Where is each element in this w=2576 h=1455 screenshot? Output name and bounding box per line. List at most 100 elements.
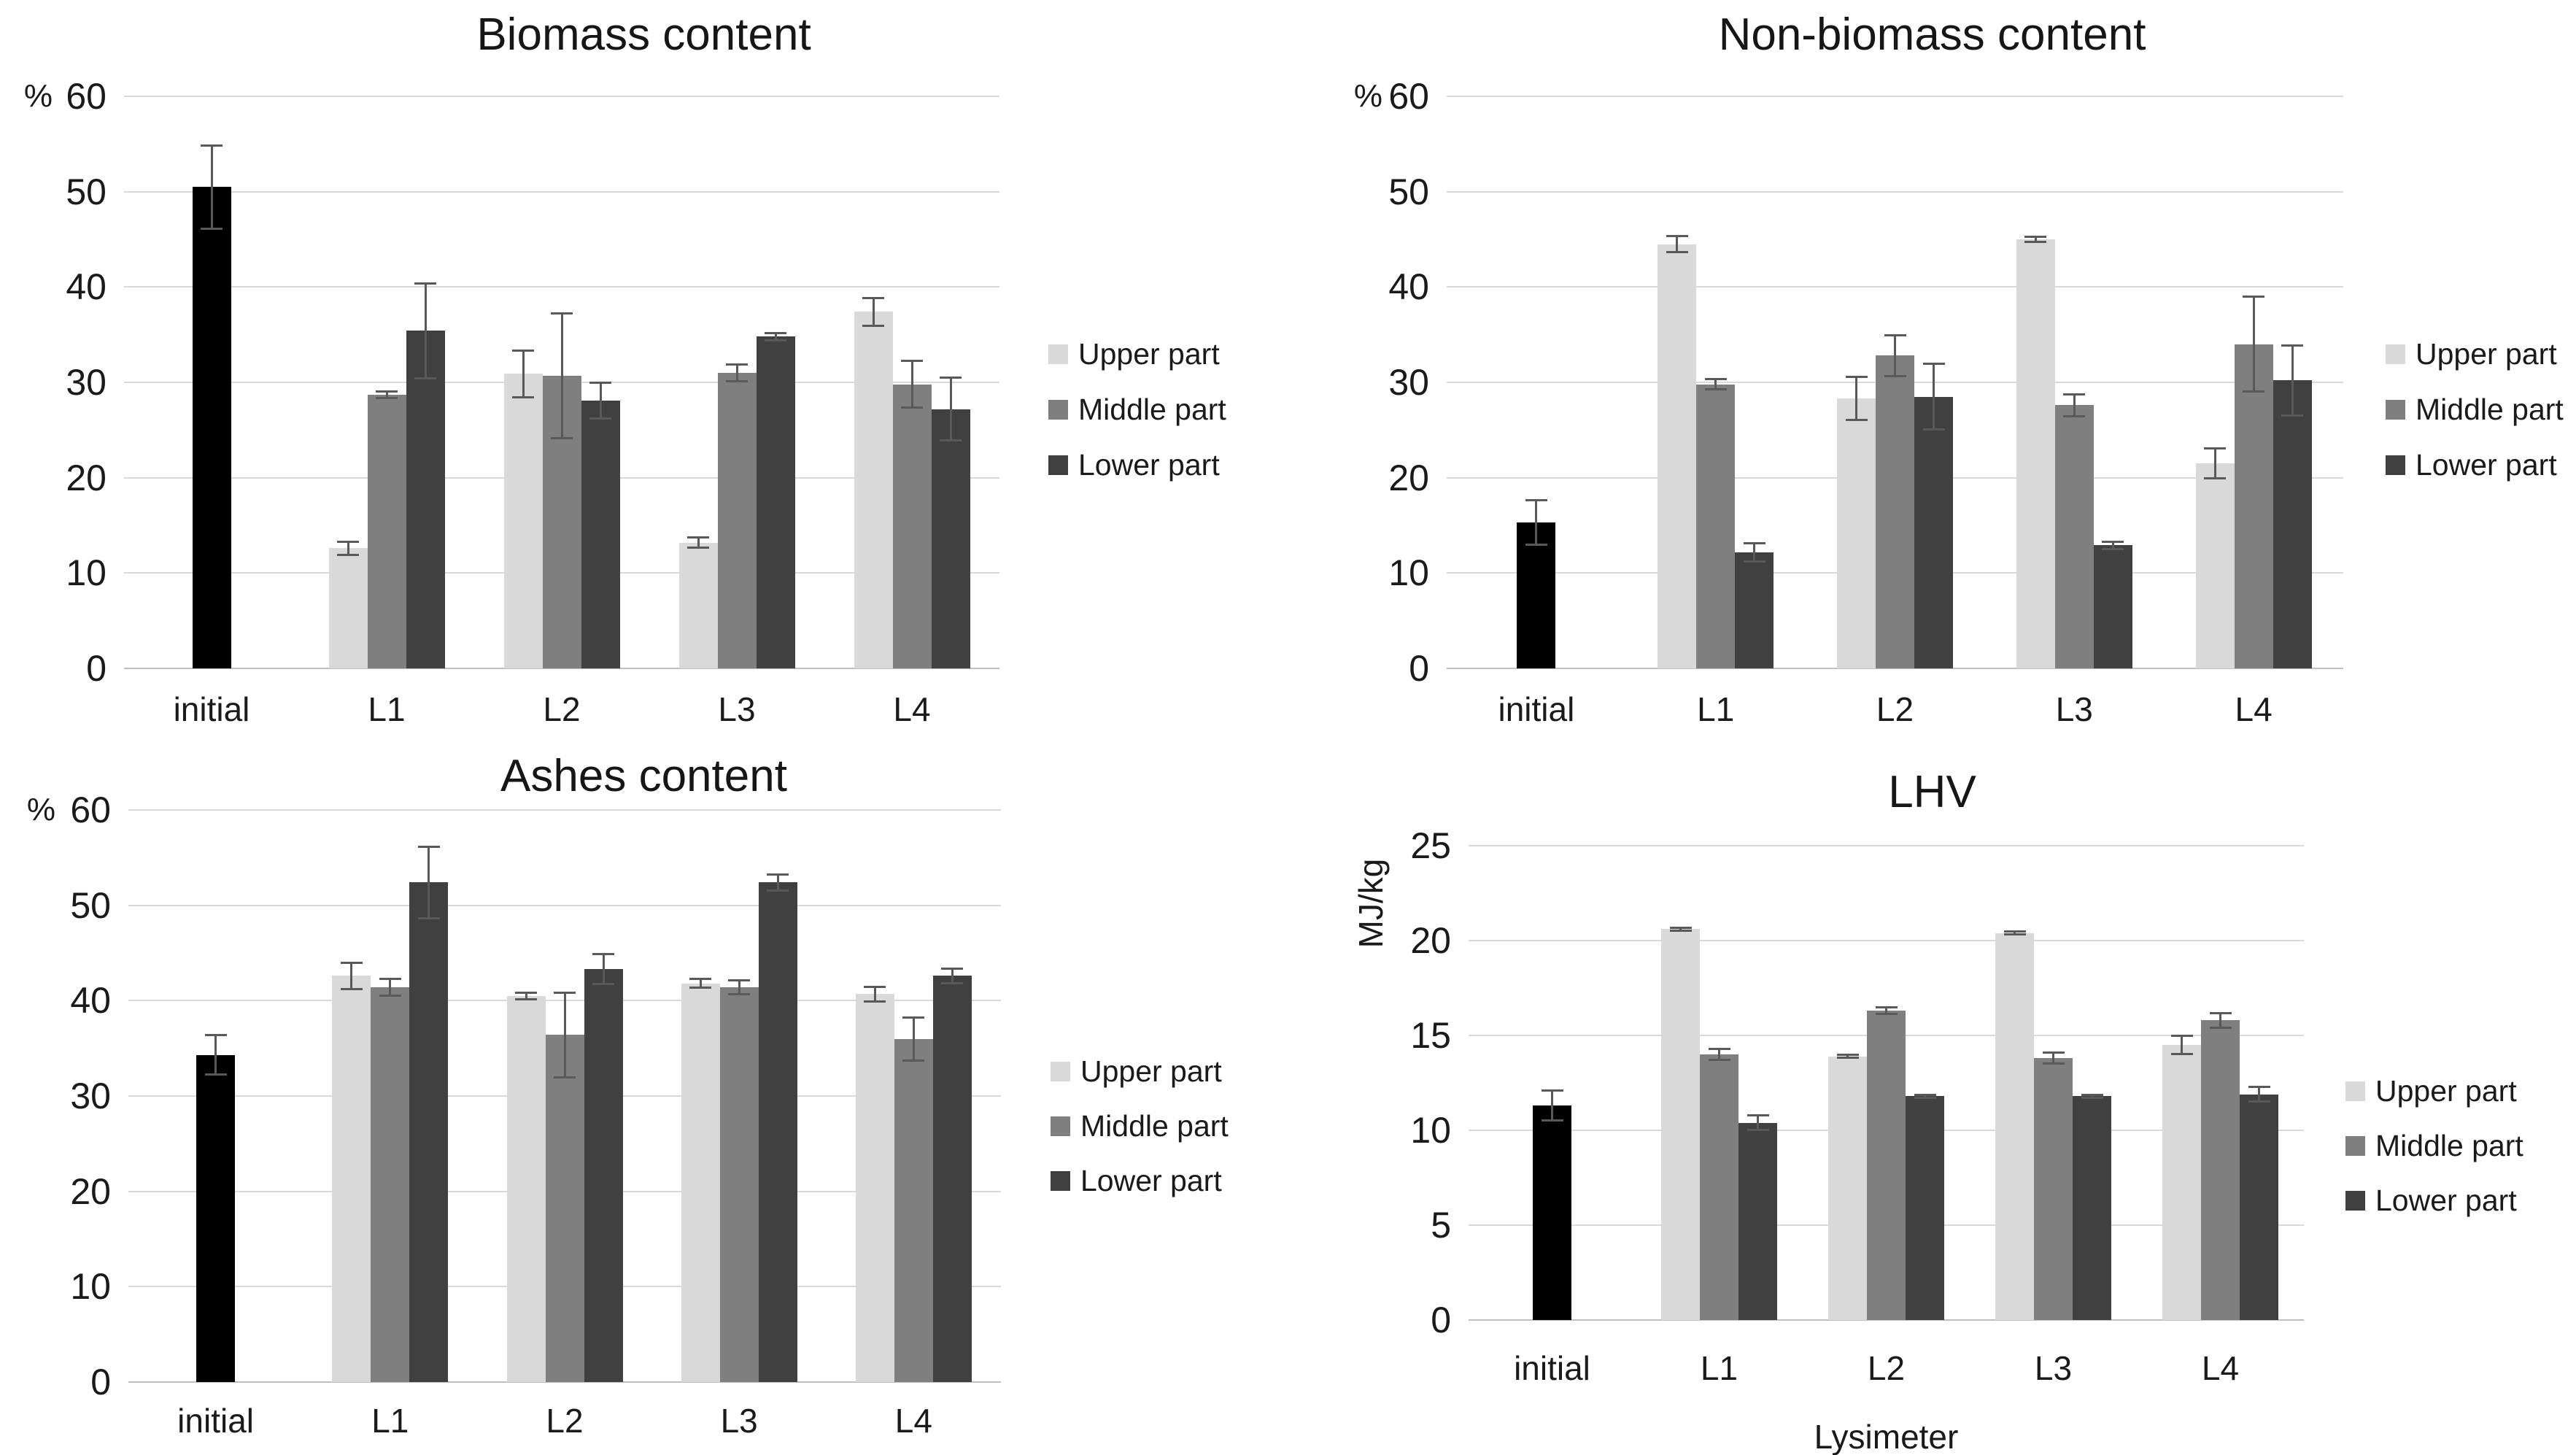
error-bar-cap-bottom: [726, 379, 748, 382]
bar-ashes-content-L3-upper-part: [681, 983, 720, 1382]
error-bar-line: [1855, 377, 1857, 421]
error-bar-cap-bottom: [1743, 560, 1765, 563]
legend-swatch-middle-part: [2386, 400, 2405, 420]
bar-ashes-content-L2-middle-part: [545, 1035, 584, 1382]
error-bar-cap-top: [417, 845, 440, 848]
error-bar-cap-bottom: [1525, 544, 1547, 547]
bar-biomass-content-L3-lower-part: [756, 336, 795, 668]
error-bar-cap-top: [2170, 1035, 2193, 1037]
error-bar-cap-bottom: [862, 324, 884, 327]
y-axis-unit-biomass: %: [23, 78, 53, 114]
error-bar-cap-top: [2204, 447, 2227, 450]
x-category-label: L1: [1697, 690, 1735, 728]
error-bar-cap-top: [1836, 1054, 1859, 1056]
gridline: [124, 96, 999, 97]
bar-biomass-content-L1-upper-part: [328, 548, 368, 668]
error-bar-cap-bottom: [1708, 1058, 1730, 1061]
error-bar-cap-bottom: [940, 439, 962, 441]
error-bar-line: [1757, 1115, 1759, 1130]
error-bar-line: [560, 312, 563, 439]
error-bar-cap-top: [864, 985, 886, 988]
error-bar-cap-bottom: [2102, 547, 2124, 550]
error-bar-line: [2014, 931, 2016, 935]
error-bar-line: [912, 1016, 915, 1061]
error-bar-cap-bottom: [864, 1000, 886, 1003]
error-bar-cap-bottom: [1541, 1119, 1563, 1122]
error-bar-cap-bottom: [512, 395, 534, 398]
error-bar-cap-top: [2281, 344, 2304, 347]
error-bar-line: [697, 536, 700, 549]
legend-label-upper-part: Upper part: [1080, 1054, 1222, 1088]
error-bar-line: [2258, 1087, 2260, 1102]
bar-biomass-content-L4-upper-part: [854, 312, 893, 668]
x-axis-line: [128, 1381, 1001, 1383]
x-category-label: L3: [2055, 690, 2093, 728]
error-bar-cap-top: [2081, 1093, 2103, 1096]
error-bar-cap-bottom: [1884, 375, 1906, 378]
error-bar-cap-bottom: [592, 983, 614, 986]
x-category-label: L3: [718, 690, 756, 728]
error-bar-cap-top: [1845, 376, 1868, 379]
bar-non-biomass-content-L3-middle-part: [2054, 405, 2094, 668]
x-category-label: L1: [1700, 1349, 1738, 1387]
error-bar-cap-top: [2063, 393, 2086, 395]
legend-swatch-middle-part: [1048, 400, 1068, 420]
x-axis-line: [1447, 668, 2343, 669]
bar-lhv-L2-upper-part: [1828, 1056, 1867, 1320]
bar-ashes-content-initial-initial: [196, 1054, 236, 1382]
bar-lhv-L2-middle-part: [1867, 1011, 1906, 1320]
legend-swatch-middle-part: [2345, 1136, 2365, 1156]
error-bar-line: [1924, 1094, 1926, 1098]
error-bar-cap-top: [687, 536, 709, 539]
legend-swatch-upper-part: [2345, 1081, 2365, 1101]
bar-non-biomass-content-L1-lower-part: [1735, 552, 1774, 668]
bar-lhv-initial-initial: [1533, 1105, 1571, 1320]
error-bar-cap-bottom: [728, 993, 751, 996]
error-bar-cap-bottom: [2042, 1062, 2065, 1065]
bar-ashes-content-L1-upper-part: [332, 976, 371, 1382]
error-bar-line: [210, 144, 213, 229]
error-bar-cap-top: [1541, 1089, 1563, 1092]
bar-lhv-L3-middle-part: [2034, 1058, 2073, 1320]
chart-title-biomass: Biomass content: [476, 9, 811, 60]
error-bar-cap-bottom: [941, 981, 964, 984]
error-bar-line: [735, 364, 738, 382]
legend-swatch-upper-part: [1051, 1062, 1070, 1081]
error-bar-cap-bottom: [551, 437, 573, 440]
error-bar-line: [389, 979, 392, 996]
legend-swatch-lower-part: [2345, 1191, 2365, 1211]
bar-non-biomass-content-L1-upper-part: [1658, 244, 1697, 668]
error-bar-cap-bottom: [1845, 419, 1868, 422]
error-bar-cap-bottom: [2209, 1026, 2232, 1029]
error-bar-cap-top: [376, 390, 398, 393]
y-tick-label: 20: [70, 1170, 111, 1212]
error-bar-cap-top: [515, 991, 537, 994]
y-tick-label: 50: [70, 884, 111, 926]
legend-label-lower-part: Lower part: [1078, 448, 1220, 482]
legend-label-upper-part: Upper part: [2375, 1074, 2517, 1108]
error-bar-cap-top: [2003, 930, 2026, 933]
x-category-label: initial: [1514, 1349, 1590, 1387]
bar-ashes-content-L2-upper-part: [506, 995, 546, 1382]
bar-lhv-L1-lower-part: [1738, 1122, 1777, 1320]
error-bar-cap-top: [2102, 541, 2124, 544]
bar-ashes-content-L1-lower-part: [409, 882, 449, 1382]
x-axis-title-lysimeter: Lysimeter: [1814, 1418, 1959, 1455]
error-bar-line: [699, 979, 702, 989]
legend-label-middle-part: Middle part: [2375, 1129, 2523, 1162]
y-tick-label: 25: [1410, 825, 1451, 866]
error-bar-cap-top: [1708, 1048, 1730, 1051]
error-bar-cap-bottom: [765, 339, 786, 341]
y-tick-label: 10: [70, 1266, 111, 1308]
error-bar-cap-top: [512, 349, 534, 352]
error-bar-cap-top: [689, 978, 712, 981]
bar-lhv-L4-lower-part: [2240, 1094, 2278, 1320]
error-bar-line: [599, 382, 602, 419]
error-bar-line: [350, 962, 353, 989]
bar-lhv-L1-upper-part: [1661, 929, 1700, 1320]
legend-label-upper-part: Upper part: [2416, 337, 2557, 371]
error-bar-cap-top: [2248, 1086, 2270, 1089]
gridline: [1447, 190, 2343, 193]
error-bar-line: [951, 968, 954, 984]
y-tick-label: 30: [70, 1076, 111, 1116]
